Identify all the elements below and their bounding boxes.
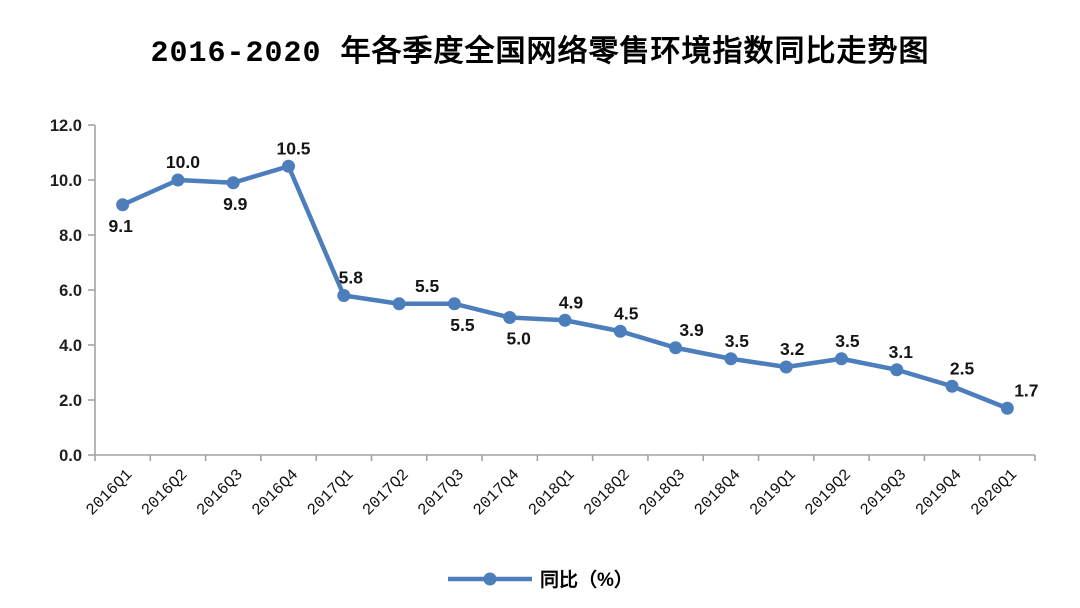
data-point-marker [1000,401,1014,415]
x-axis-category-label: 2019Q2 [802,466,855,519]
data-point-label: 4.5 [614,303,639,323]
data-point-marker [945,379,959,393]
x-axis-category-label: 2017Q3 [414,466,467,519]
x-axis-category-label: 2016Q2 [138,466,191,519]
data-point-label: 3.9 [679,320,704,340]
y-axis-tick-label: 4.0 [59,337,82,355]
legend: 同比（%） [0,565,1080,592]
data-point-marker [392,297,406,311]
legend-line-marker-icon [448,572,533,585]
y-axis-tick-label: 12.0 [50,117,82,135]
data-point-label: 10.5 [276,138,310,158]
data-point-marker [447,297,461,311]
legend-series-label: 同比（%） [540,570,633,591]
data-point-label: 4.9 [559,292,584,312]
data-point-label: 3.5 [835,331,860,351]
x-axis-category-label: 2018Q4 [691,466,744,519]
x-axis-category-label: 2016Q3 [193,466,246,519]
data-point-label: 2.5 [950,358,975,378]
chart-title: 2016-2020 年各季度全国网络零售环境指数同比走势图 [150,37,930,71]
x-axis-category-label: 2016Q4 [249,466,302,519]
data-point-marker [226,176,240,190]
y-axis-tick-label: 0.0 [59,447,82,465]
data-point-marker [503,311,517,324]
data-point-marker [669,341,683,355]
data-point-label: 5.5 [450,315,475,335]
x-axis-category-label: 2017Q1 [304,466,357,519]
data-point-marker [779,360,793,374]
y-axis-tick-label: 6.0 [59,282,82,300]
data-point-label: 3.1 [889,342,914,362]
x-axis-category-label: 2020Q1 [967,466,1020,519]
y-axis-tick-label: 8.0 [59,227,82,245]
x-axis-category-label: 2019Q4 [912,466,965,519]
data-point-marker [282,159,296,173]
data-point-marker [337,289,351,302]
data-point-marker [724,352,738,366]
data-point-marker [116,198,130,212]
x-axis-category-label: 2019Q1 [746,466,799,519]
x-axis-category-label: 2018Q2 [580,466,633,519]
data-point-label: 5.0 [507,329,532,349]
y-axis-tick-label: 10.0 [50,172,82,190]
data-point-label: 10.0 [166,152,200,172]
x-axis-category-label: 2018Q1 [525,466,578,519]
x-axis-category-label: 2017Q4 [470,466,523,519]
x-axis-category-label: 2016Q1 [83,466,136,519]
data-point-marker [890,363,904,377]
x-axis-category-label: 2019Q3 [857,466,910,519]
data-point-label: 5.8 [339,268,364,288]
data-point-marker [613,324,627,338]
series-line [120,164,1010,411]
y-axis-tick-label: 2.0 [59,392,82,410]
data-point-label: 3.5 [725,331,750,351]
data-point-marker [171,173,185,187]
x-axis-category-label: 2017Q2 [359,466,412,519]
data-point-label: 5.5 [415,276,440,296]
data-point-label: 9.9 [223,194,248,214]
data-point-label: 9.1 [108,216,133,236]
data-point-label: 1.7 [1014,380,1038,400]
data-point-marker [558,313,572,327]
data-point-label: 3.2 [780,339,805,359]
x-axis-category-label: 2018Q3 [636,466,689,519]
data-point-marker [834,352,848,366]
